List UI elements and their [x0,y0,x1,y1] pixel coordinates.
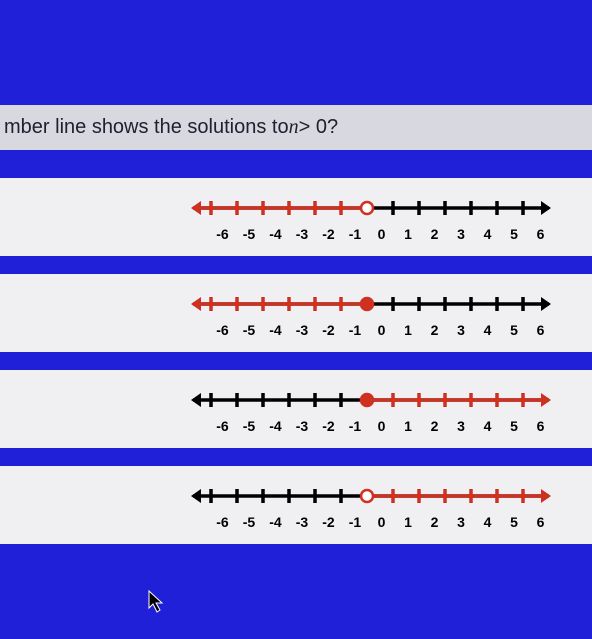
number-line [181,480,561,512]
tick-label: 3 [451,322,471,338]
number-line [181,192,561,224]
tick-label: -6 [213,514,233,530]
tick-label: 0 [372,226,392,242]
answer-option[interactable]: -6 -5 -4 -3 -2 -1 0123456 [0,178,592,256]
tick-label: -2 [319,226,339,242]
tick-label: 4 [478,226,498,242]
question-var: n [289,116,299,139]
answers-container: -6-5-4-3-2-10123456-6-5-4-3-2-10123456-6… [0,178,592,562]
question-prefix: mber line shows the solutions to [4,116,289,139]
answer-option[interactable]: -6 -5 -4 -3 -2 -1 0123456 [0,274,592,352]
answer-option[interactable]: -6 -5 -4 -3 -2 -1 0123456 [0,466,592,544]
cursor-icon [148,590,168,620]
tick-label: 3 [451,226,471,242]
tick-label: -4 [266,514,286,530]
tick-label: 0 [372,514,392,530]
tick-label: 5 [504,322,524,338]
tick-label: -2 [319,322,339,338]
number-line [181,384,561,416]
tick-label: -3 [292,226,312,242]
tick-label: 2 [425,514,445,530]
tick-label: 0 [372,322,392,338]
tick-label: -2 [319,418,339,434]
number-line [181,288,561,320]
tick-label: 6 [531,226,551,242]
tick-label: 2 [425,418,445,434]
tick-label: -3 [292,418,312,434]
tick-label: -5 [239,322,259,338]
tick-labels: -6 -5 -4 -3 -2 -1 0123456 [213,322,551,338]
tick-label: 5 [504,226,524,242]
tick-label: -6 [213,322,233,338]
tick-labels: -6 -5 -4 -3 -2 -1 0123456 [213,514,551,530]
tick-label: -3 [292,322,312,338]
tick-label: -4 [266,418,286,434]
tick-label: -5 [239,418,259,434]
tick-label: 6 [531,418,551,434]
tick-label: -4 [266,226,286,242]
tick-label: -6 [213,226,233,242]
tick-label: -6 [213,418,233,434]
tick-label: 1 [398,418,418,434]
tick-label: -4 [266,322,286,338]
tick-label: -5 [239,514,259,530]
tick-label: 2 [425,226,445,242]
tick-label: 0 [372,418,392,434]
tick-label: -3 [292,514,312,530]
tick-label: 2 [425,322,445,338]
numberline-wrap: -6 -5 -4 -3 -2 -1 0123456 [181,288,561,338]
numberline-wrap: -6 -5 -4 -3 -2 -1 0123456 [181,480,561,530]
tick-label: -2 [319,514,339,530]
tick-label: 5 [504,514,524,530]
question-bar: mber line shows the solutions to n > 0? [0,105,592,150]
tick-label: 6 [531,514,551,530]
tick-label: -1 [345,322,365,338]
tick-label: 3 [451,514,471,530]
tick-label: -1 [345,514,365,530]
tick-label: -1 [345,226,365,242]
tick-label: -5 [239,226,259,242]
tick-labels: -6 -5 -4 -3 -2 -1 0123456 [213,418,551,434]
tick-label: 1 [398,514,418,530]
question-op: > 0? [299,116,338,139]
tick-label: 1 [398,226,418,242]
numberline-wrap: -6 -5 -4 -3 -2 -1 0123456 [181,192,561,242]
tick-label: 1 [398,322,418,338]
tick-label: 4 [478,322,498,338]
tick-label: 5 [504,418,524,434]
answer-option[interactable]: -6 -5 -4 -3 -2 -1 0123456 [0,370,592,448]
tick-label: 4 [478,418,498,434]
tick-labels: -6 -5 -4 -3 -2 -1 0123456 [213,226,551,242]
tick-label: -1 [345,418,365,434]
tick-label: 3 [451,418,471,434]
tick-label: 6 [531,322,551,338]
numberline-wrap: -6 -5 -4 -3 -2 -1 0123456 [181,384,561,434]
tick-label: 4 [478,514,498,530]
